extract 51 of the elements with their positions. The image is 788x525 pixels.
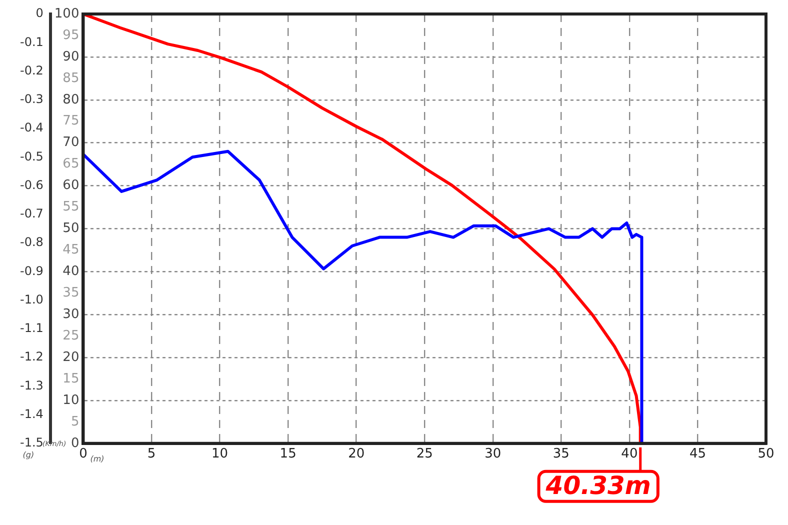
y2-tick-label: 90 [62, 49, 80, 64]
y-axis-title: (g) [22, 450, 34, 460]
y2-tick-label: 85 [62, 70, 80, 86]
x-axis-title: (m) [90, 454, 104, 464]
y-tick-label: -0.7 [20, 206, 44, 221]
x-tick-label: 25 [416, 446, 433, 462]
y2-tick-label: 95 [62, 28, 80, 43]
y2-tick-label: 60 [62, 178, 80, 194]
x-tick-label: 30 [484, 446, 502, 462]
x-tick-label: 15 [280, 446, 296, 462]
y2-tick-label: 20 [62, 350, 80, 365]
y-tick-label: -0.9 [20, 264, 44, 278]
y2-tick-label: 65 [62, 156, 80, 172]
y-tick-label: -0.2 [20, 63, 44, 78]
text: 40.33m [544, 470, 651, 500]
y-tick-label: -0.8 [20, 235, 44, 250]
y2-tick-label: 50 [62, 221, 80, 236]
y2-tick-label: 40 [62, 264, 80, 280]
x-tick-label: 35 [552, 446, 570, 462]
x-tick-label: 45 [689, 446, 706, 462]
y2-tick-label: 15 [62, 371, 80, 386]
y2-tick-label: 45 [62, 242, 80, 258]
y2-tick-label: 30 [62, 306, 80, 322]
y-tick-label: -0.5 [20, 149, 44, 164]
y2-tick-label: 75 [62, 114, 80, 129]
y2-tick-label: 25 [62, 328, 80, 344]
y2-tick-label: 5 [70, 414, 80, 430]
x-tick-label: 0 [79, 446, 88, 462]
x-tick-label: 10 [212, 446, 228, 462]
y2-tick-label: 10 [62, 392, 80, 408]
y2-tick-label: 80 [62, 92, 80, 108]
y2-tick-label: 35 [62, 285, 80, 300]
y-tick-label: -1.0 [20, 292, 44, 306]
y2-tick-label: 70 [62, 135, 80, 150]
y-tick-label: 0 [36, 6, 44, 20]
y-tick-label: -1.1 [20, 321, 44, 336]
x-tick-label: 20 [348, 446, 365, 462]
y2-tick-label: 100 [54, 6, 80, 22]
y-tick-label: -0.3 [20, 92, 44, 106]
x-tick-label: 40 [621, 446, 638, 462]
x-tick-label: 50 [758, 446, 774, 462]
y2-tick-label: 0 [70, 436, 80, 451]
y-tick-label: -0.6 [20, 178, 44, 192]
y2-tick-label: 55 [62, 200, 80, 215]
y-tick-label: -0.1 [20, 34, 44, 49]
x-tick-label: 5 [147, 446, 156, 462]
y-tick-label: -1.5 [20, 436, 44, 450]
y-tick-label: -1.2 [20, 350, 44, 364]
y-tick-label: -0.4 [20, 120, 44, 135]
y-tick-label: -1.4 [20, 406, 44, 421]
y-tick-label: -1.3 [20, 378, 44, 392]
